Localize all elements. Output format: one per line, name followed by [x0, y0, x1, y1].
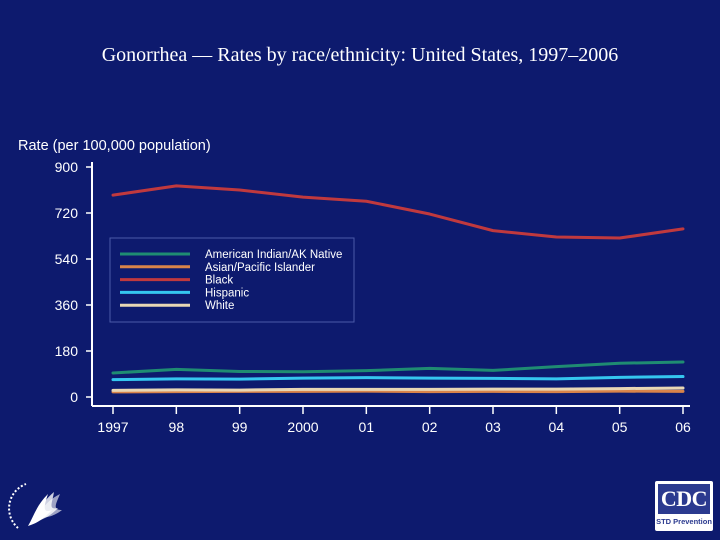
x-tick-label: 99: [232, 419, 248, 435]
y-tick-label: 900: [55, 159, 79, 175]
y-axis-label: Rate (per 100,000 population): [18, 138, 211, 154]
legend-box: [109, 237, 355, 323]
legend-label: Asian/Pacific Islander: [205, 262, 315, 274]
legend-label: American Indian/AK Native: [205, 249, 342, 261]
y-tick-label: 360: [55, 297, 79, 313]
series-line-hispanic: [111, 375, 685, 382]
series-line-black: [111, 184, 685, 240]
x-tick-label: 01: [359, 419, 375, 435]
series-line-asian-pacific-islander: [111, 389, 685, 394]
cdc-logo-box: CDC: [658, 484, 710, 514]
cdc-logo: CDC STD Prevention: [655, 481, 713, 531]
axes: 0 180 360 540 720 900 1997 98 99 2000 01 02 03 04 05 06: [55, 159, 691, 435]
x-tick-label: 1997: [97, 419, 128, 435]
cdc-logo-text: CDC: [660, 486, 708, 511]
x-tick-label: 06: [675, 419, 691, 435]
y-tick-label: 540: [55, 251, 79, 267]
legend-label: Black: [205, 275, 233, 287]
y-tick-label: 720: [55, 205, 79, 221]
legend-label: Hispanic: [205, 287, 249, 299]
x-tick-label: 98: [169, 419, 185, 435]
x-tick-label: 02: [422, 419, 438, 435]
cdc-logo-subtitle: STD Prevention: [656, 517, 712, 526]
y-tick-label: 0: [70, 389, 78, 405]
x-tick-label: 05: [612, 419, 628, 435]
x-tick-label: 2000: [287, 419, 318, 435]
y-tick-label: 180: [55, 343, 79, 359]
legend-label: White: [205, 300, 234, 312]
series-line-american-indian-ak-native: [111, 360, 685, 375]
hhs-logo: [8, 483, 62, 529]
series-lines: [111, 184, 685, 394]
series-line-white: [111, 386, 685, 392]
x-tick-label: 04: [549, 419, 565, 435]
x-tick-label: 03: [485, 419, 501, 435]
chart-title: Gonorrhea — Rates by race/ethnicity: Uni…: [101, 44, 619, 66]
